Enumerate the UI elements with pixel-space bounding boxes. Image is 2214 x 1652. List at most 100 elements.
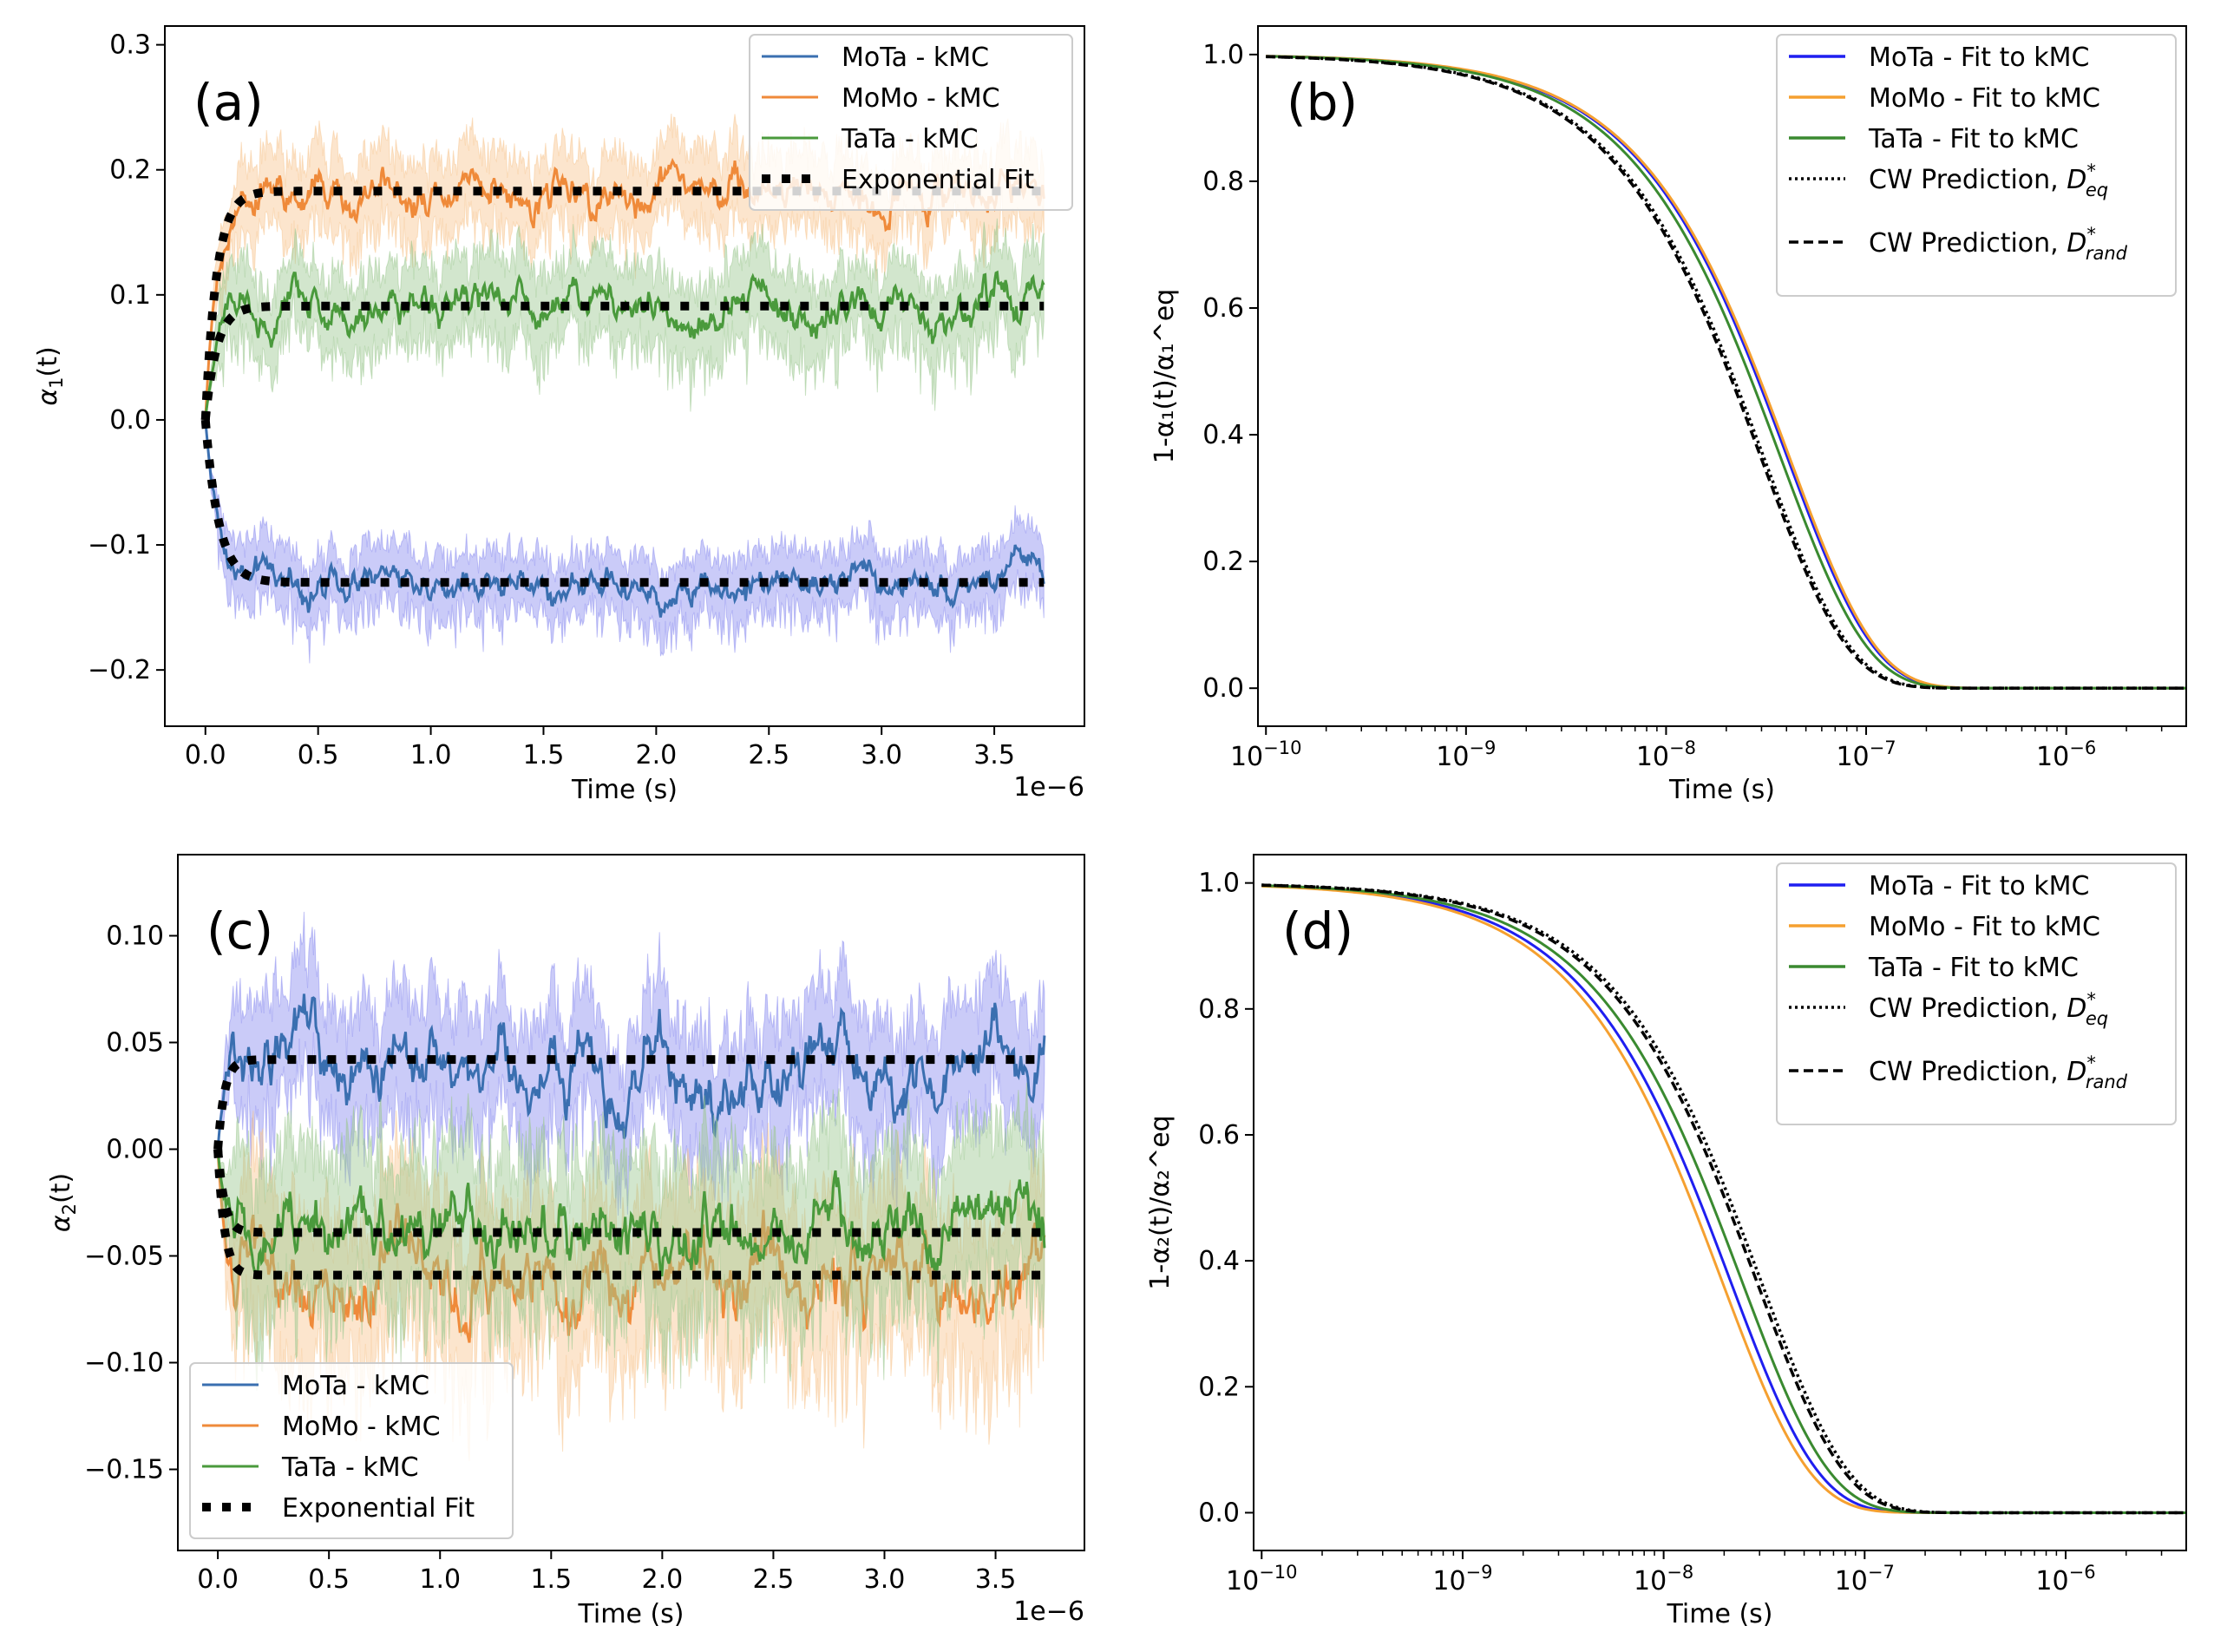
legend-label-1: MoMo - Fit to kMC (1869, 83, 2100, 114)
y-tick-label: 0.2 (109, 155, 151, 186)
x-axis-label: Time (s) (1667, 1599, 1773, 1629)
y-tick-label: 0.0 (109, 405, 151, 436)
panel-b: 0.0 0.2 0.4 0.6 0.8 1.0 10−10 10−9 10−8 10−7 10−6 T… (1150, 25, 2187, 805)
fit-line-2 (200, 301, 1045, 421)
x-tick-label: 10−6 (2035, 1562, 2095, 1596)
series-band-2 (205, 218, 1045, 421)
x-tick-label: 10−9 (1436, 738, 1496, 772)
series-line-2 (216, 1149, 1046, 1280)
axes-frame (164, 25, 1085, 727)
legend-label-4: CW Prediction, D* rand (1869, 1052, 2128, 1092)
axes-frame (1253, 854, 2187, 1551)
legend-label-2: TaTa - Fit to kMC (1868, 124, 2079, 154)
fit-line-0 (213, 1055, 1045, 1150)
plot-area (1261, 883, 2186, 1515)
y-tick-label: 0.6 (1202, 293, 1244, 324)
x-tick-label: 3.5 (975, 1564, 1017, 1595)
y-tick-label: −0.2 (88, 655, 151, 685)
x-tick-label: 3.0 (864, 1564, 906, 1595)
y-tick-label: −0.10 (84, 1348, 164, 1379)
legend-frame (1776, 34, 2177, 297)
y-tick-label: 1.0 (1198, 869, 1240, 899)
x-tick-label: 0.0 (197, 1564, 239, 1595)
panel-c: −0.15 −0.10 −0.05 0.00 0.05 0.10 0.0 0.5 1.0 1.5 2… (46, 854, 1085, 1629)
x-tick-label: 10−10 (1230, 738, 1302, 772)
panel-a: −0.2 −0.1 0.0 0.1 0.2 0.3 0.0 0.5 1.0 1.5 2.0 2.5 3.… (33, 25, 1085, 805)
legend-label-4: CW Prediction, D* rand (1869, 224, 2128, 264)
fit-line-0 (200, 419, 1045, 587)
x-tick-label: 1.0 (419, 1564, 461, 1595)
y-tick-label: 0.4 (1202, 420, 1244, 450)
legend: MoTa - kMC MoMo - kMC TaTa - kMC Exponentia… (189, 1362, 514, 1539)
legend-label-2: TaTa - kMC (841, 124, 979, 154)
axes-frame (177, 854, 1085, 1551)
legend-label-0: MoTa - kMC (282, 1371, 429, 1401)
y-tick-label: −0.05 (84, 1242, 164, 1272)
y-tick-label: 0.0 (1202, 673, 1244, 704)
legend-label-3: Exponential Fit (282, 1493, 475, 1524)
y-tick-label: 0.6 (1198, 1120, 1240, 1150)
x-tick-label: 2.5 (753, 1564, 795, 1595)
x-tick-label: 10−10 (1226, 1562, 1298, 1596)
y-tick-label: −0.1 (88, 530, 151, 560)
plot-area (1266, 55, 2186, 690)
x-tick-label: 3.5 (973, 740, 1015, 770)
y-tick-label: 0.4 (1198, 1246, 1240, 1276)
x-tick-label: 0.0 (185, 740, 226, 770)
x-tick-label: 10−9 (1432, 1562, 1492, 1596)
legend-label-1: MoMo - kMC (842, 83, 1000, 114)
x-tick-label: 10−8 (1636, 738, 1696, 772)
legend-label-3: Exponential Fit (842, 165, 1034, 195)
y-tick-label: 0.05 (106, 1027, 164, 1058)
x-tick-label: 10−6 (2036, 738, 2096, 772)
legend-label-1: MoMo - kMC (282, 1412, 441, 1442)
series-band-0 (205, 419, 1045, 664)
panel-label: (c) (206, 901, 273, 960)
legend: MoTa - kMC MoMo - kMC TaTa - kMC Exponentia… (749, 34, 1073, 211)
x-tick-label: 10−8 (1634, 1562, 1693, 1596)
legend-label-3: CW Prediction, D* eq (1869, 161, 2108, 200)
x-tick-label: 2.0 (641, 1564, 683, 1595)
y-tick-label: 0.2 (1202, 547, 1244, 577)
fit-line-1 (213, 1149, 1045, 1280)
y-tick-label: 0.00 (106, 1134, 164, 1164)
panel-d: 0.0 0.2 0.4 0.6 0.8 1.0 10−10 10−9 10−8 10−7 10−6 T… (1145, 854, 2187, 1629)
series-line-0 (216, 993, 1046, 1150)
panel-label: (d) (1282, 901, 1353, 960)
series-band-0 (217, 911, 1045, 1223)
legend-label-0: MoTa - Fit to kMC (1869, 43, 2089, 73)
panel-label: (a) (193, 73, 264, 132)
y-tick-label: 0.10 (106, 921, 164, 951)
y-tick-label: −0.15 (84, 1455, 164, 1485)
x-axis-label: Time (s) (1668, 775, 1775, 805)
x-tick-label: 10−7 (1835, 1562, 1895, 1596)
x-tick-label: 1.5 (530, 1564, 572, 1595)
series-line-4 (1266, 55, 2186, 690)
y-tick-label: 0.1 (109, 280, 151, 311)
y-tick-label: 0.8 (1202, 167, 1244, 197)
x-tick-label: 0.5 (298, 740, 339, 770)
y-tick-label: 0.0 (1198, 1498, 1240, 1528)
x-offset-text: 1e−6 (1013, 772, 1084, 803)
y-axis-label: 1-α₂(t)/α₂^eq (1145, 1115, 1176, 1289)
panel-label: (b) (1287, 73, 1358, 132)
fit-line-2 (213, 1149, 1045, 1237)
x-tick-label: 10−7 (1836, 738, 1896, 772)
legend-label-3: CW Prediction, D* eq (1869, 989, 2108, 1029)
y-tick-label: 0.3 (109, 30, 151, 61)
series-line-4 (1261, 883, 2186, 1515)
x-tick-label: 2.0 (636, 740, 678, 770)
y-tick-label: 1.0 (1202, 40, 1244, 70)
x-tick-label: 0.5 (308, 1564, 350, 1595)
legend-label-2: TaTa - kMC (281, 1452, 419, 1483)
x-tick-label: 3.0 (861, 740, 902, 770)
y-tick-label: 0.2 (1198, 1372, 1240, 1402)
legend-frame (749, 34, 1073, 211)
y-axis-label: 1-α₁(t)/α₁^eq (1150, 289, 1180, 463)
legend-label-0: MoTa - Fit to kMC (1869, 871, 2089, 901)
legend-label-2: TaTa - Fit to kMC (1868, 953, 2079, 983)
axes-frame (1257, 25, 2187, 727)
x-tick-label: 1.0 (410, 740, 452, 770)
y-axis-label: α1(t) (33, 346, 67, 405)
